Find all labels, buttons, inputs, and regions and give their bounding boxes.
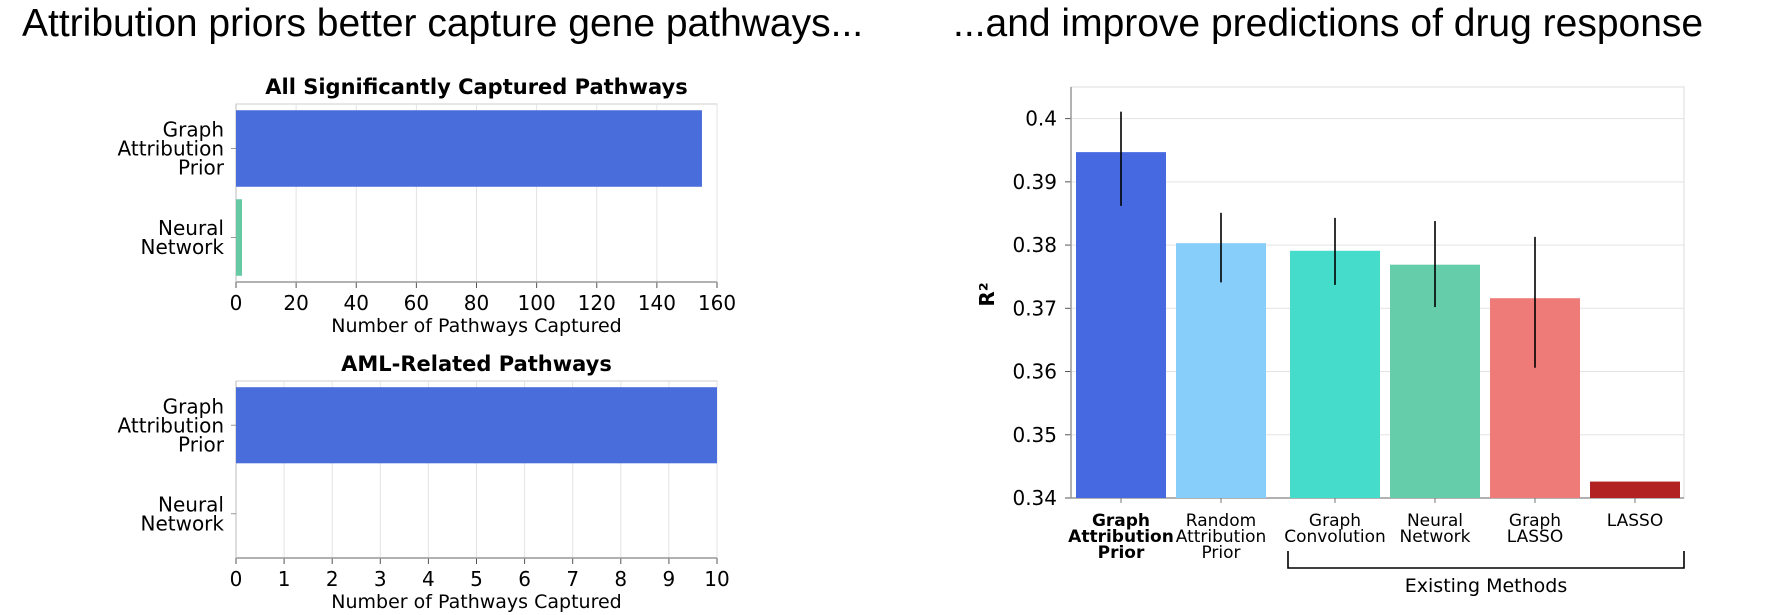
category-label-line: Graph	[1092, 511, 1150, 531]
x-tick-label: 1	[278, 567, 291, 591]
x-tick-label: 3	[374, 567, 387, 591]
y-tick-label: 0.37	[1012, 296, 1057, 320]
category-label-line: Random	[1186, 511, 1256, 531]
category-label-line: Network	[140, 235, 224, 259]
category-label-line: Graph	[163, 394, 224, 418]
category-label-line: Attribution	[1068, 527, 1174, 547]
y-tick-label: 0.35	[1012, 423, 1057, 447]
x-tick-label: 2	[326, 567, 339, 591]
x-tick-label: 120	[578, 291, 616, 315]
category-label: Graph Attribution Prior	[118, 394, 225, 456]
category-label-line: Attribution	[118, 137, 224, 161]
category-label: Graph Convolution	[1284, 511, 1386, 547]
x-tick-label: 6	[518, 567, 531, 591]
bar-0	[236, 110, 702, 187]
category-label: Neural Network	[1400, 511, 1471, 547]
category-label-line: Prior	[178, 156, 225, 180]
x-axis-label: Number of Pathways Captured	[331, 315, 621, 337]
chart-title: All Significantly Captured Pathways	[265, 75, 687, 99]
y-tick-label: 0.34	[1012, 486, 1057, 510]
headline-right: ...and improve predictions of drug respo…	[953, 2, 1704, 45]
category-label-line: Neural	[1407, 511, 1463, 531]
category-label: Random Attribution Prior	[1176, 511, 1267, 563]
x-tick-label: 9	[663, 567, 676, 591]
category-label-line: LASSO	[1607, 511, 1663, 531]
x-tick-label: 0	[230, 291, 243, 315]
category-label-line: Attribution	[118, 413, 224, 437]
x-axis-label: Number of Pathways Captured	[331, 591, 621, 613]
category-label-line: Prior	[178, 432, 225, 456]
bar-5	[1590, 481, 1680, 498]
category-label-line: Convolution	[1284, 527, 1386, 547]
category-label: Neural Network	[140, 492, 224, 535]
x-tick-label: 20	[283, 291, 308, 315]
category-label-line: Prior	[1201, 543, 1240, 563]
bar-1	[236, 199, 243, 276]
bar-2	[1290, 250, 1380, 498]
x-tick-label: 5	[470, 567, 483, 591]
headline-left: Attribution priors better capture gene p…	[22, 2, 864, 45]
hbar-chart-1: AML-Related Pathways 0 1 2 3 4 5 6 7 8 9 10 Graph Att…	[118, 352, 730, 613]
x-tick-label: 40	[344, 291, 369, 315]
category-label-line: Prior	[1098, 543, 1145, 563]
bar-0	[1076, 152, 1166, 498]
y-tick-label: 0.4	[1025, 107, 1057, 131]
category-label-line: Attribution	[1176, 527, 1267, 547]
y-axis-label: R²	[975, 282, 999, 306]
y-tick-label: 0.36	[1012, 360, 1057, 384]
category-label-line: LASSO	[1507, 527, 1563, 547]
category-label-line: Network	[140, 511, 224, 535]
x-tick-label: 160	[698, 291, 736, 315]
group-bracket-label: Existing Methods	[1405, 575, 1567, 597]
x-tick-label: 10	[704, 567, 729, 591]
x-tick-label: 140	[638, 291, 676, 315]
group-bracket	[1287, 551, 1685, 569]
category-label-line: Network	[1400, 527, 1471, 547]
category-label: Graph Attribution Prior	[118, 118, 225, 180]
category-label: Graph LASSO	[1507, 511, 1563, 547]
category-label-line: Graph	[163, 118, 224, 142]
bar-0	[236, 387, 717, 464]
category-label-line: Neural	[158, 216, 224, 240]
hbar-chart-0: All Significantly Captured Pathways 0 20 40…	[118, 75, 737, 337]
y-tick-label: 0.39	[1012, 170, 1057, 194]
x-tick-label: 60	[404, 291, 429, 315]
category-label: Neural Network	[140, 216, 224, 259]
x-tick-label: 80	[464, 291, 489, 315]
x-tick-label: 7	[566, 567, 579, 591]
x-tick-label: 100	[518, 291, 556, 315]
category-label: Graph Attribution Prior	[1068, 511, 1174, 563]
category-label-line: Neural	[158, 492, 224, 516]
x-tick-label: 8	[614, 567, 627, 591]
x-tick-label: 0	[230, 567, 243, 591]
bar-1	[1176, 243, 1266, 498]
category-label-line: Graph	[1309, 511, 1361, 531]
x-tick-label: 4	[422, 567, 435, 591]
category-label: LASSO	[1607, 511, 1663, 531]
category-label-line: Graph	[1509, 511, 1561, 531]
chart-title: AML-Related Pathways	[341, 352, 612, 376]
y-tick-label: 0.38	[1012, 233, 1057, 257]
